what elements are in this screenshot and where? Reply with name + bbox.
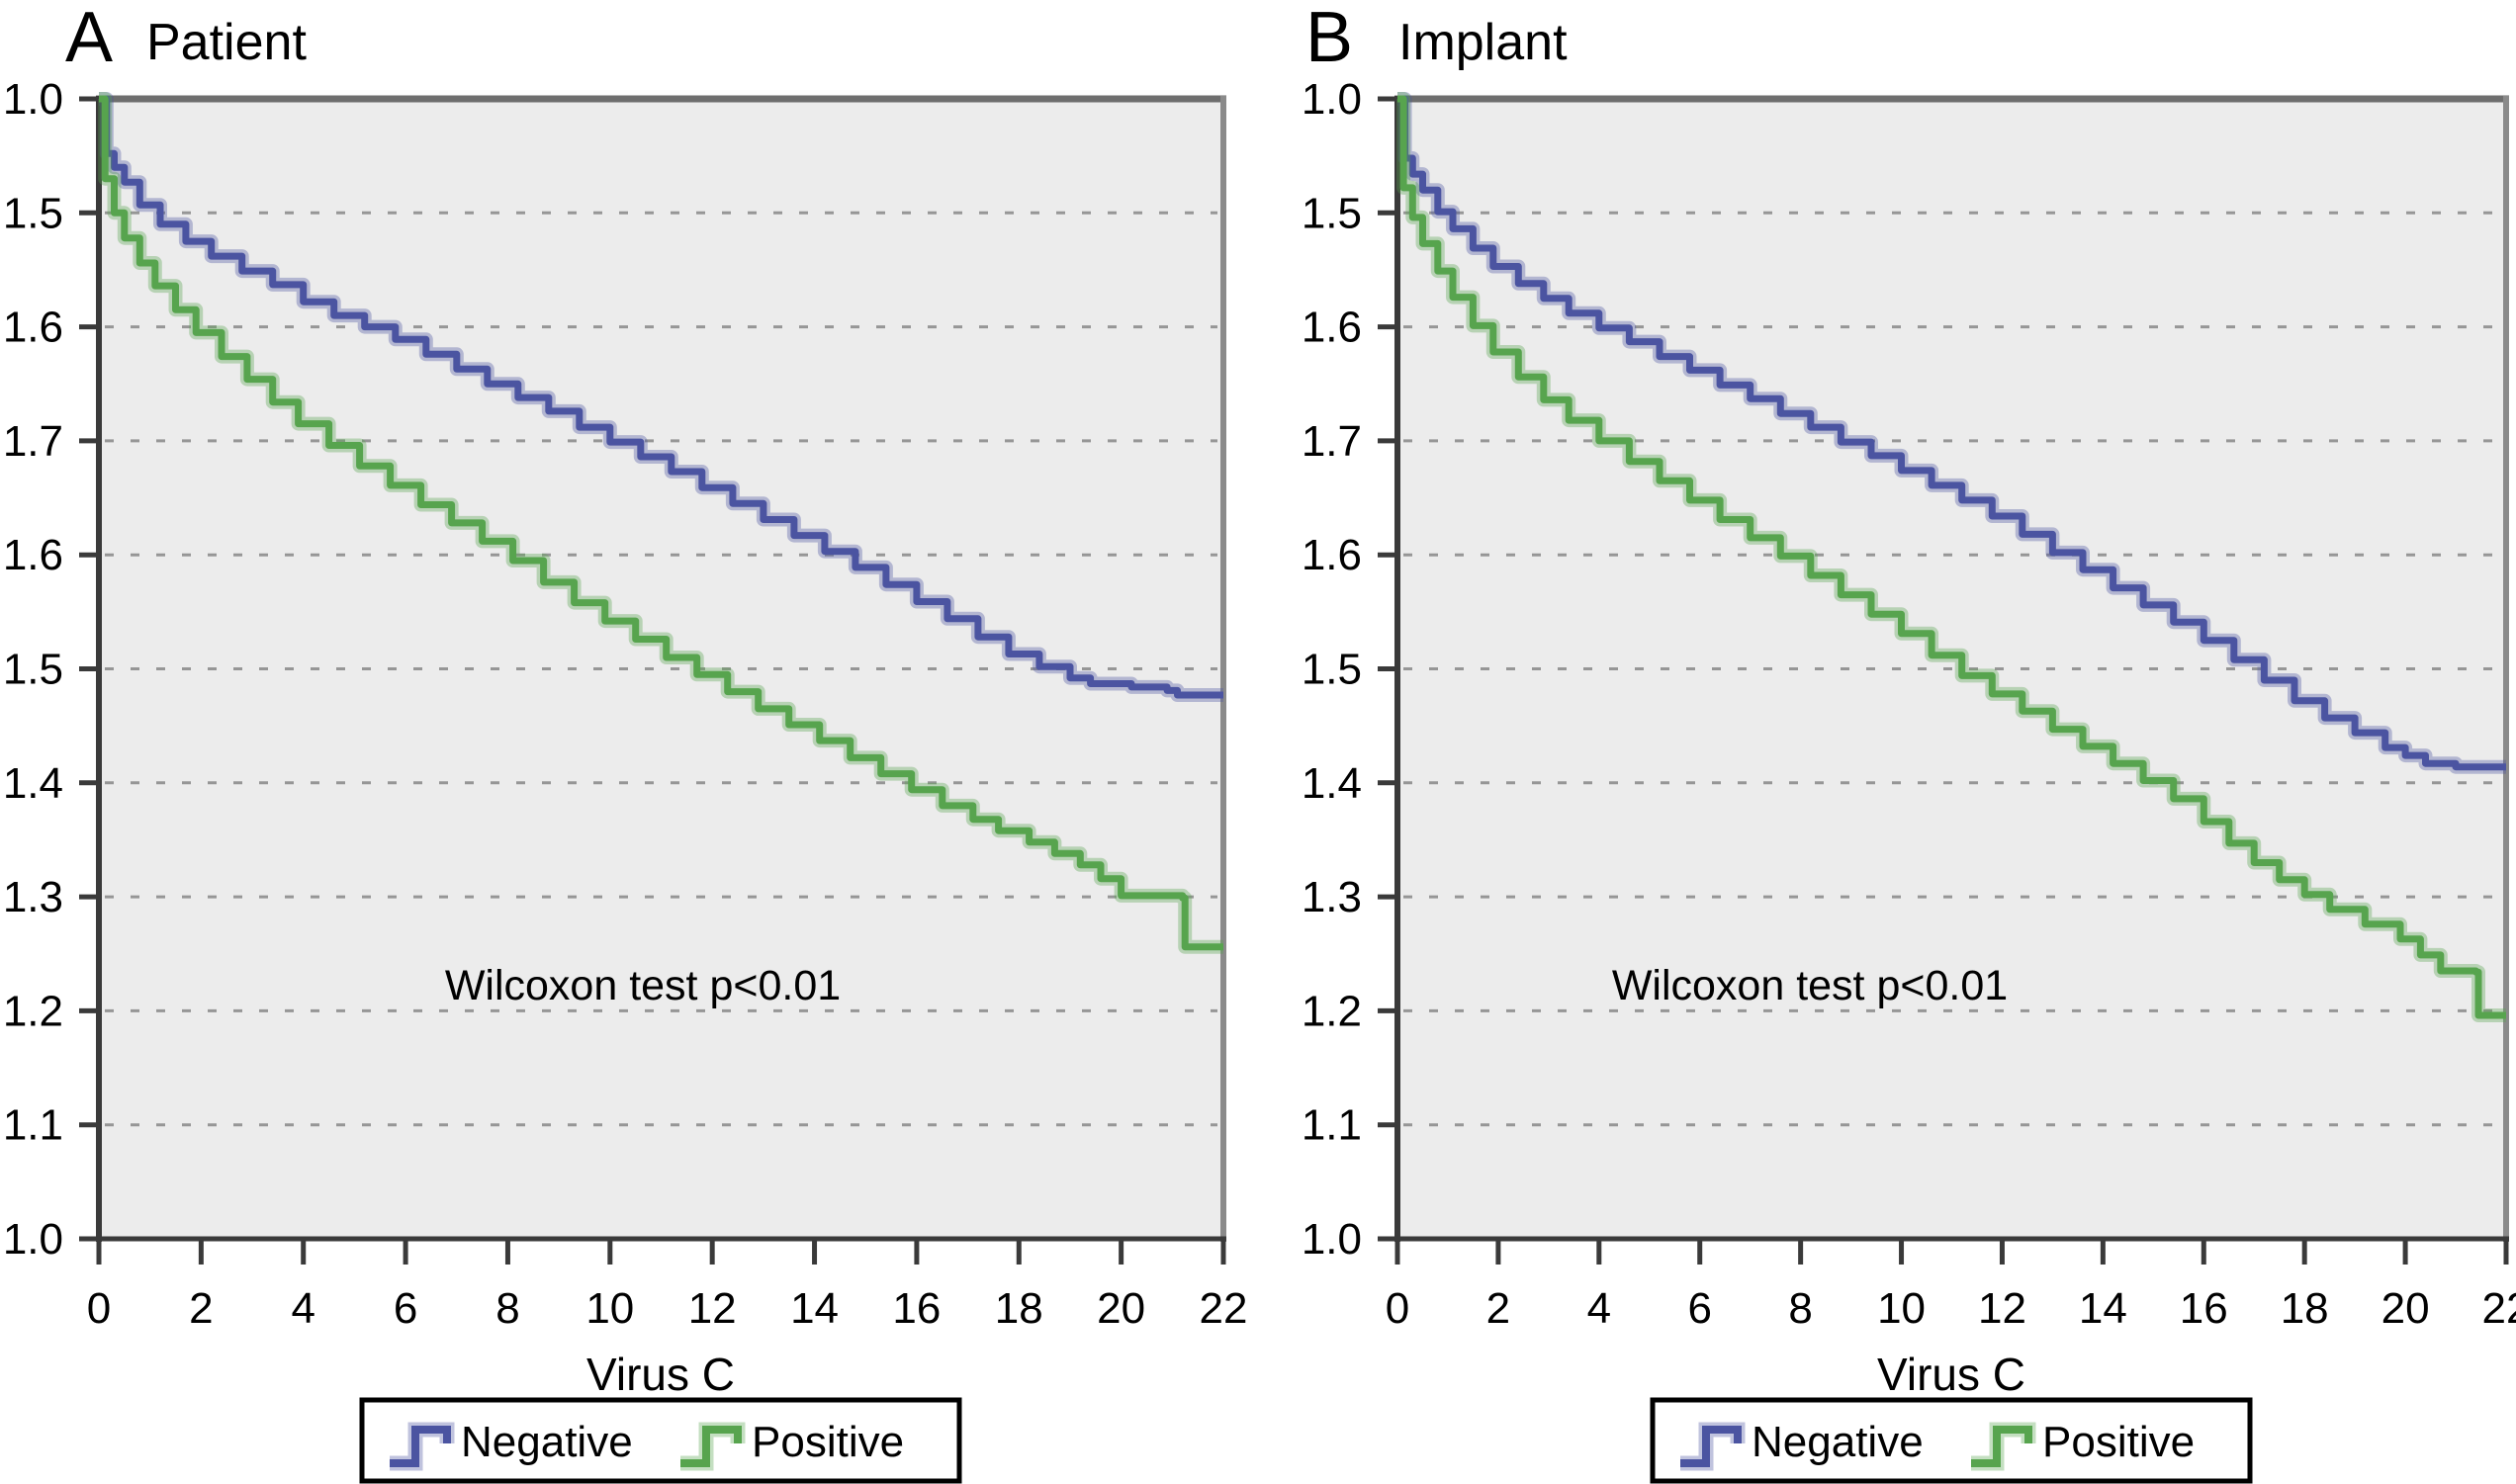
x-tick-label: 14 <box>2079 1284 2127 1333</box>
panel-b-x-axis-title: Virus C <box>1877 1349 2025 1400</box>
x-tick-label: 20 <box>1097 1284 1145 1333</box>
positive-survival-curve <box>1397 95 2506 1019</box>
x-tick-label: 22 <box>1200 1284 1248 1333</box>
y-tick-label: 1.2 <box>1302 987 1362 1035</box>
x-tick-label: 0 <box>87 1284 111 1333</box>
panel-b-title: Implant <box>1398 14 1568 71</box>
panel-b-plot: 1.0 1.5 1.6 1.7 1.6 1.5 1.4 1.3 1.2 1.1 1.0 0 2 4 6 8 10… <box>1302 75 2516 1333</box>
x-tick-label: 16 <box>892 1284 941 1333</box>
negative-survival-curve <box>99 95 1223 699</box>
y-tick-label: 1.0 <box>1302 1215 1362 1264</box>
x-tick-label: 14 <box>790 1284 839 1333</box>
negative-series-key-icon <box>390 1426 451 1467</box>
x-tick-label: 10 <box>585 1284 634 1333</box>
panel-a-x-axis-title: Virus C <box>586 1349 735 1400</box>
positive-series-key-icon <box>1971 1426 2032 1467</box>
x-tick-label: 2 <box>189 1284 213 1333</box>
y-tick-label: 1.7 <box>1302 417 1362 466</box>
y-tick-label: 1.3 <box>3 873 63 921</box>
y-tick-label: 1.6 <box>3 304 63 352</box>
legend-label-positive: Positive <box>752 1418 904 1466</box>
y-tick-label: 1.1 <box>1302 1101 1362 1150</box>
x-tick-label: 22 <box>2482 1284 2516 1333</box>
x-tick-label: 8 <box>1788 1284 1812 1333</box>
y-tick-label: 1.0 <box>1302 75 1362 124</box>
x-tick-label: 6 <box>1687 1284 1711 1333</box>
positive-survival-curve <box>99 95 1223 951</box>
x-tick-label: 6 <box>394 1284 417 1333</box>
y-tick-label: 1.0 <box>3 75 63 124</box>
legend-box <box>359 1397 962 1484</box>
x-tick-label: 16 <box>2180 1284 2228 1333</box>
y-tick-label: 1.6 <box>3 531 63 579</box>
panel-a-annotation: Wilcoxon test p<0.01 <box>445 962 841 1009</box>
y-tick-label: 1.2 <box>3 987 63 1035</box>
y-tick-label: 1.6 <box>1302 531 1362 579</box>
panel-a-plot: 1.0 1.5 1.6 1.7 1.6 1.5 1.4 1.3 1.2 1.1 1.0 0 2 4 6 8 10… <box>3 75 1248 1333</box>
x-tick-label: 18 <box>2281 1284 2329 1333</box>
x-tick-label: 0 <box>1386 1284 1409 1333</box>
panel-b-legend: Negative Positive <box>1650 1397 2253 1484</box>
y-tick-label: 1.5 <box>1302 646 1362 694</box>
panel-a-title: Patient <box>146 14 307 71</box>
y-tick-label: 1.4 <box>3 759 63 808</box>
x-tick-label: 4 <box>291 1284 314 1333</box>
positive-series-key-icon <box>680 1426 742 1467</box>
panel-b: B Implant 1.0 1.5 1.6 1.7 1.6 1.5 1.4 1.3 1.2 1.1… <box>1302 0 2516 1484</box>
panel-a-letter: A <box>65 0 113 77</box>
legend-label-positive: Positive <box>2042 1418 2195 1466</box>
y-tick-label: 1.4 <box>1302 759 1362 808</box>
negative-survival-curve <box>1397 95 2506 771</box>
y-tick-label: 1.3 <box>1302 873 1362 921</box>
x-tick-label: 20 <box>2381 1284 2430 1333</box>
legend-label-negative: Negative <box>1752 1418 1924 1466</box>
legend-box <box>1650 1397 2253 1484</box>
x-tick-label: 12 <box>1978 1284 2026 1333</box>
x-tick-label: 12 <box>688 1284 737 1333</box>
y-tick-label: 1.6 <box>1302 304 1362 352</box>
negative-series-key-icon <box>1680 1426 1742 1467</box>
panel-b-annotation: Wilcoxon test p<0.01 <box>1612 962 2008 1009</box>
x-tick-label: 8 <box>495 1284 519 1333</box>
x-tick-label: 2 <box>1486 1284 1510 1333</box>
y-tick-label: 1.0 <box>3 1215 63 1264</box>
x-tick-label: 18 <box>995 1284 1043 1333</box>
legend-label-negative: Negative <box>461 1418 633 1466</box>
x-tick-label: 10 <box>1877 1284 1926 1333</box>
panel-b-letter: B <box>1305 0 1353 77</box>
y-tick-label: 1.1 <box>3 1101 63 1150</box>
panel-a-legend: Negative Positive <box>359 1397 962 1484</box>
panel-a: A Patient 1.0 1.5 1.6 1.7 1.6 1.5 1.4 1.3 1.2 1.1… <box>3 0 1248 1484</box>
y-tick-label: 1.7 <box>3 417 63 466</box>
y-tick-label: 1.5 <box>1302 189 1362 237</box>
y-tick-label: 1.5 <box>3 646 63 694</box>
y-tick-label: 1.5 <box>3 189 63 237</box>
x-tick-label: 4 <box>1587 1284 1611 1333</box>
